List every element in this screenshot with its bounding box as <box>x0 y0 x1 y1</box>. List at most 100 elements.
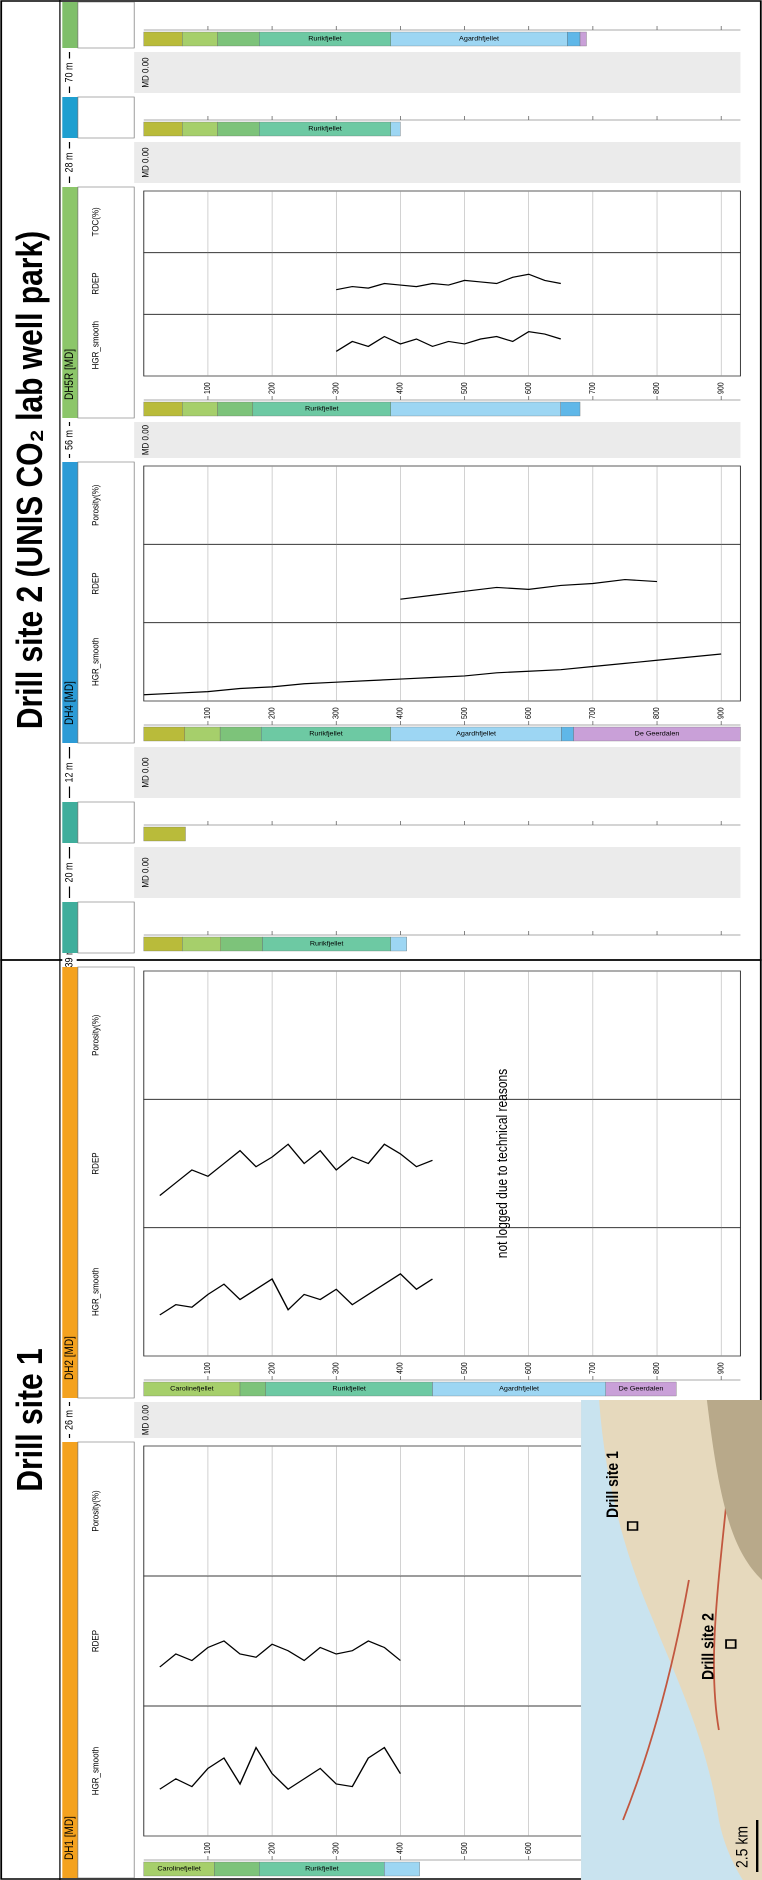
formation-name: Rurikfjellet <box>305 1866 339 1872</box>
track-name: HGR_smooth <box>90 1268 101 1316</box>
depth-label: 600 <box>523 1842 533 1854</box>
well-name: DH2 [MD] <box>63 1336 76 1380</box>
note: not logged due to technical reasons <box>494 1068 510 1258</box>
well-header <box>62 2 78 48</box>
track-name: Porosity(%) <box>90 1014 101 1055</box>
formation-unit <box>384 1862 419 1876</box>
header-box <box>78 967 134 1398</box>
md-label: MD 0.00 <box>140 147 151 177</box>
md-label: MD 0.00 <box>140 425 151 455</box>
formation-name: Rurikfjellet <box>332 1386 366 1392</box>
well-log-figure: Drill site 1 Drill site 2 (UNIS CO₂ lab … <box>0 0 762 1880</box>
md-label: MD 0.00 <box>140 1405 151 1435</box>
depth-label: 400 <box>395 1842 405 1854</box>
depth-label: 500 <box>459 707 469 719</box>
md-label: MD 0.00 <box>140 757 151 787</box>
log-curve <box>160 1274 433 1315</box>
spacing-label: 28 m <box>64 153 76 173</box>
depth-label: 300 <box>331 1362 341 1374</box>
track-name: RDEP <box>90 1630 101 1652</box>
depth-label: 800 <box>652 707 662 719</box>
formation-name: Rurikfjellet <box>310 941 344 947</box>
depth-label: 100 <box>203 1842 213 1854</box>
spacing-label: 26 m <box>64 1410 76 1430</box>
header-box <box>78 902 134 953</box>
formation-name: Rurikfjellet <box>308 126 342 132</box>
track-name: TOC(%) <box>90 207 101 236</box>
depth-label: 500 <box>459 382 469 394</box>
header-box <box>78 2 134 48</box>
depth-label: 900 <box>716 382 726 394</box>
log-curve <box>160 1748 401 1790</box>
log-curve <box>160 1641 401 1667</box>
header-box <box>78 1442 134 1878</box>
formation-name: Rurikfjellet <box>309 731 343 737</box>
formation-unit <box>218 32 260 46</box>
track-frame <box>144 253 741 315</box>
depth-label: 500 <box>459 1842 469 1854</box>
formation-unit <box>220 727 261 741</box>
formation-name: Agardhfjellet <box>499 1386 539 1392</box>
figure: Drill site 1 Drill site 2 (UNIS CO₂ lab … <box>0 0 762 1880</box>
gap-band <box>134 52 740 93</box>
well-header <box>62 967 78 1398</box>
gap-band <box>134 747 740 798</box>
spacing-label: 12 m <box>64 763 76 783</box>
formation-unit <box>144 937 182 951</box>
md-label: MD 0.00 <box>140 57 151 87</box>
depth-label: 300 <box>331 382 341 394</box>
track-frame <box>144 544 741 622</box>
gap-band <box>134 422 740 458</box>
track-frame <box>144 1228 741 1356</box>
formation-name: De Geerdalen <box>619 1386 664 1392</box>
depth-label: 600 <box>523 707 533 719</box>
map-label: Drill site 2 <box>700 1613 718 1680</box>
formation-name: Agardhfjellet <box>456 731 496 737</box>
depth-label: 700 <box>587 707 597 719</box>
panel-title: Drill site 1 <box>10 1348 50 1491</box>
depth-label: 600 <box>523 1362 533 1374</box>
formation-unit <box>182 937 220 951</box>
depth-label: 400 <box>395 1362 405 1374</box>
log-curve <box>336 274 561 289</box>
formation-name: Agardhfjellet <box>459 36 499 42</box>
log-curve <box>160 1144 433 1195</box>
header-box <box>78 802 134 843</box>
depth-label: 100 <box>203 382 213 394</box>
depth-label: 800 <box>652 382 662 394</box>
track-name: Porosity(%) <box>90 1490 101 1531</box>
spacing-label: 20 m <box>64 863 76 883</box>
depth-label: 600 <box>523 382 533 394</box>
well-header <box>62 97 78 138</box>
track-name: HGR_smooth <box>90 638 101 686</box>
log-curve <box>144 654 721 695</box>
formation-unit <box>182 122 217 136</box>
formation-unit <box>185 727 220 741</box>
formation-name: Carolinefjellet <box>170 1386 214 1392</box>
well-name: DH1 [MD] <box>63 1816 76 1860</box>
formation-unit <box>391 937 407 951</box>
depth-label: 300 <box>331 1842 341 1854</box>
formation-unit <box>214 1862 259 1876</box>
formation-unit <box>567 32 580 46</box>
gap-band <box>134 142 740 183</box>
well-header <box>62 1442 78 1878</box>
formation-name: Carolinefjellet <box>157 1866 201 1872</box>
formation-unit <box>580 32 586 46</box>
depth-label: 400 <box>395 707 405 719</box>
header-box <box>78 97 134 138</box>
formation-unit <box>144 402 182 416</box>
log-curve <box>336 332 561 352</box>
depth-label: 200 <box>267 382 277 394</box>
panel-title: Drill site 2 (UNIS CO₂ lab well park) <box>10 231 50 729</box>
formation-unit <box>240 1382 266 1396</box>
header-box <box>78 187 134 418</box>
md-label: MD 0.00 <box>140 857 151 887</box>
depth-label: 800 <box>652 1362 662 1374</box>
track-name: Porosity(%) <box>90 484 101 525</box>
depth-label: 400 <box>395 382 405 394</box>
track-name: HGR_smooth <box>90 1747 101 1795</box>
track-frame <box>144 971 741 1099</box>
formation-unit <box>144 32 182 46</box>
formation-unit <box>391 122 401 136</box>
